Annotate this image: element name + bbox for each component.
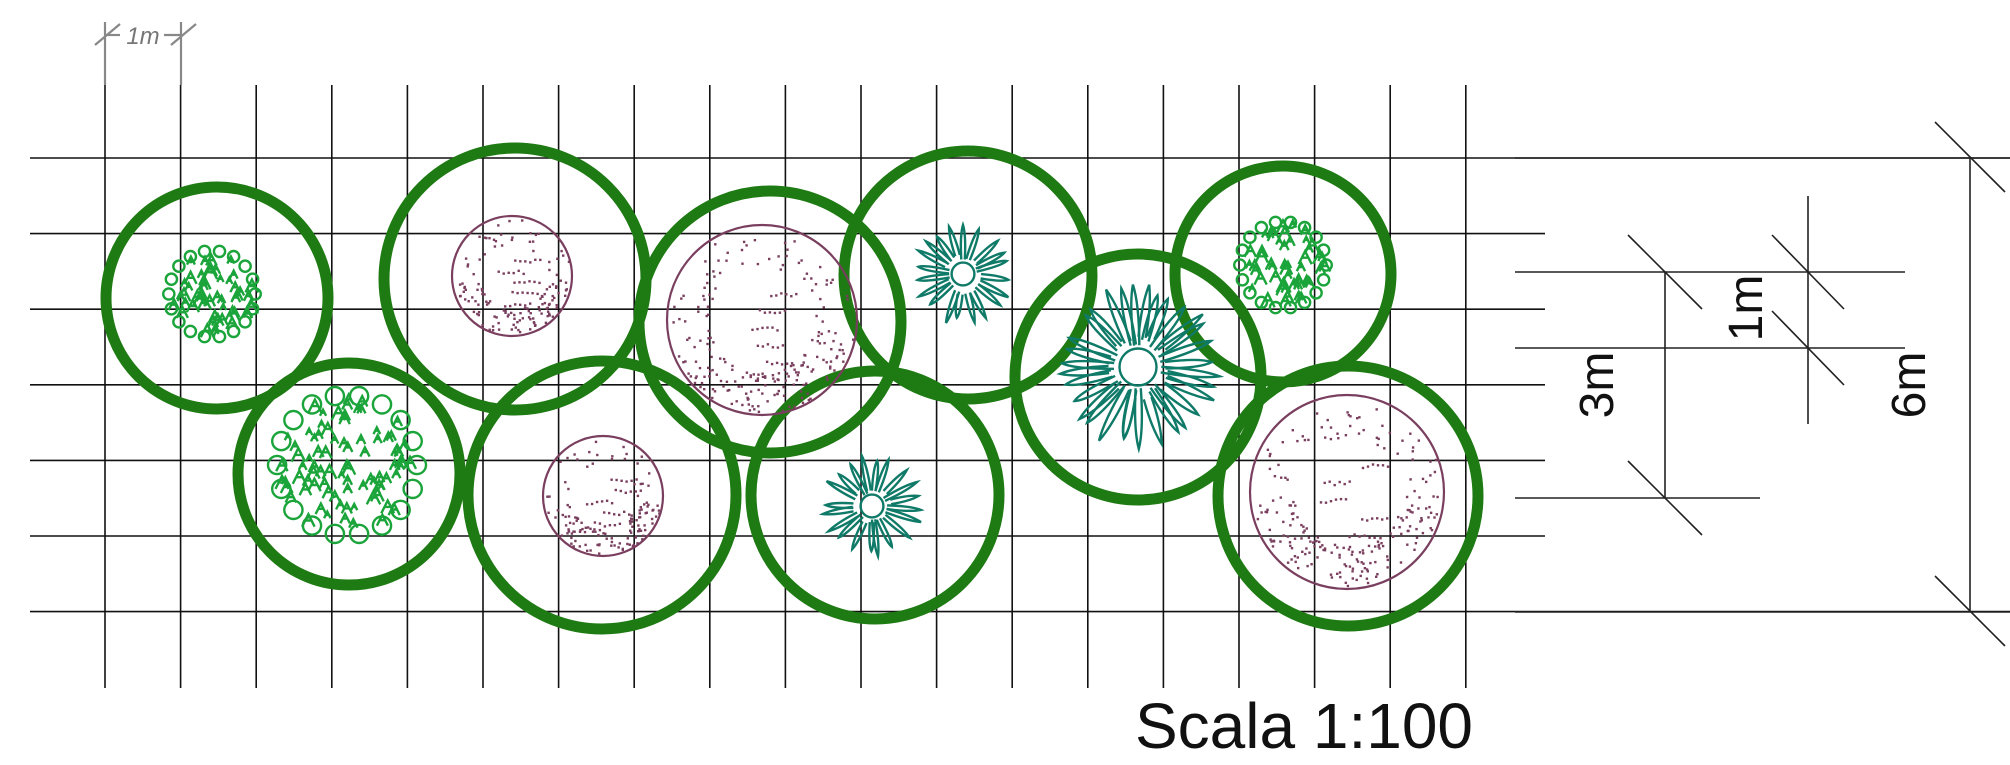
canopy-ring: [232, 357, 466, 591]
bright-green-shrub-symbol: [1233, 215, 1333, 315]
plum-dotted-shrub-symbol: [665, 223, 859, 417]
canopy-ring: [745, 365, 1005, 625]
plum-dotted-shrub-symbol: [541, 434, 665, 558]
canopy-ring: [100, 181, 334, 415]
dimension-label-3m: 3m: [1571, 352, 1624, 419]
dimension-label-1m: 1m: [1720, 275, 1773, 342]
canopy-ring: [1212, 360, 1484, 632]
dimension-lines: 3m 1m 6m: [1515, 121, 2010, 647]
teal-frond-shrub-symbol: [818, 455, 925, 561]
canopy-ring: [378, 142, 652, 416]
plant-layer: [100, 142, 1484, 635]
bright-green-shrub-symbol: [161, 244, 262, 344]
grid-unit-indicator: 1m: [94, 22, 197, 85]
plum-dotted-shrub-symbol: [450, 214, 574, 338]
teal-frond-shrub-symbol: [1056, 284, 1225, 454]
canopy-ring: [838, 145, 1098, 405]
teal-frond-shrub-symbol: [914, 220, 1012, 327]
dimension-label-6m: 6m: [1883, 352, 1936, 419]
grid-unit-label: 1m: [126, 23, 159, 50]
canopy-ring: [633, 185, 907, 459]
bright-green-shrub-symbol: [266, 385, 428, 545]
plum-dotted-shrub-symbol: [1248, 393, 1446, 591]
scale-label: Scala 1:100: [1135, 690, 1473, 762]
canopy-ring: [462, 355, 742, 635]
